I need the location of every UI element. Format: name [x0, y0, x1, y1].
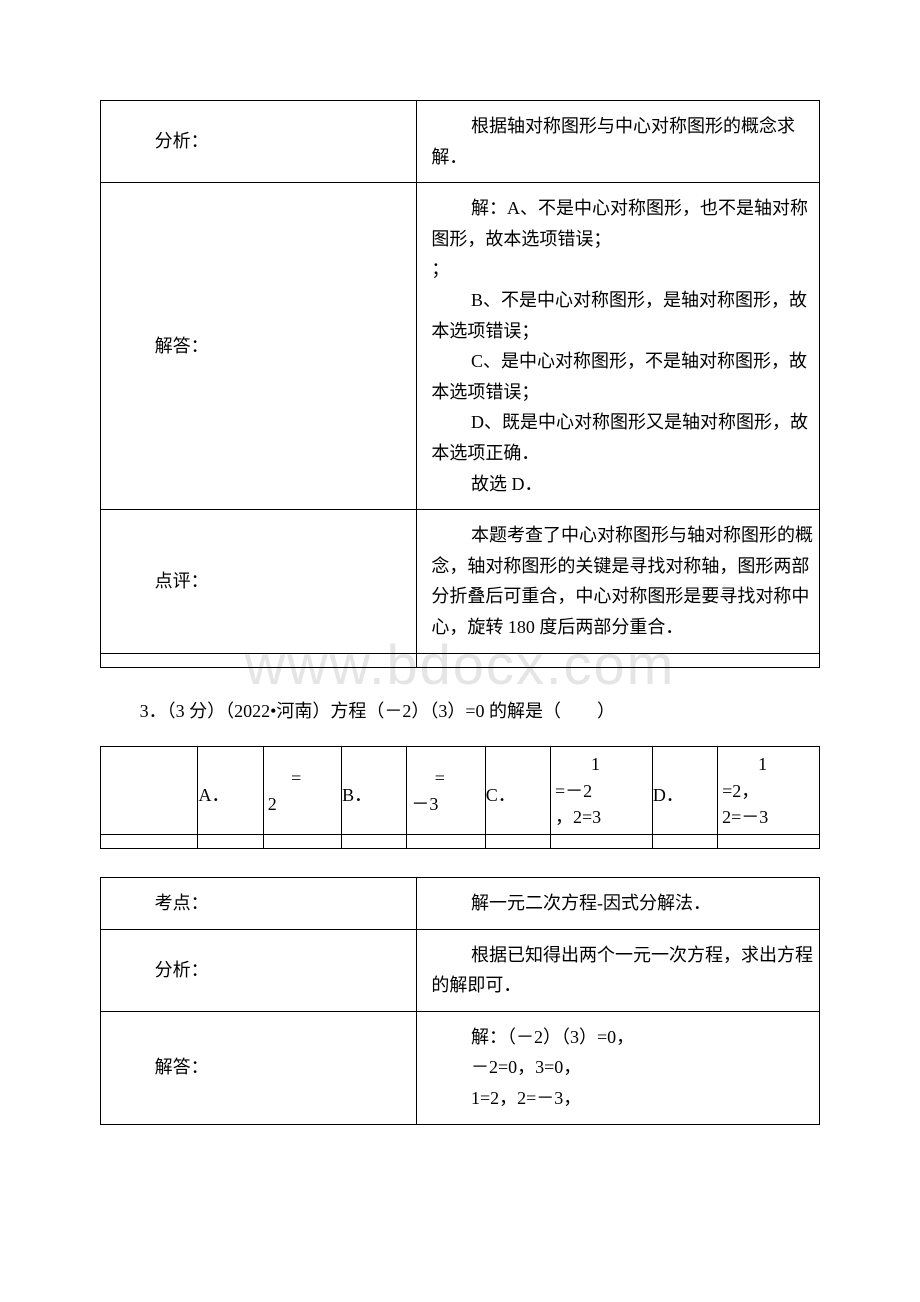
- question-text: 3．（3 分）（2022•河南）方程（－2）（3）=0 的解是（ ）: [100, 696, 820, 727]
- analysis-p0: 根据轴对称图形与中心对称图形的概念求解．: [431, 111, 813, 172]
- review-content: 本题考查了中心对称图形与轴对称图形的概念，轴对称图形的关键是寻找对称轴，图形两部…: [417, 510, 820, 653]
- option-b-letter: B．: [342, 747, 407, 835]
- analysis-content: 根据轴对称图形与中心对称图形的概念求解．: [417, 101, 820, 183]
- option-d-value: 1 =2， 2=－3: [718, 747, 820, 835]
- option-c-letter: C．: [485, 747, 550, 835]
- analysis-label: 分析：: [101, 101, 417, 183]
- option-b-value: = －3: [407, 747, 485, 835]
- answer-p1: B、不是中心对称图形，是轴对称图形，故本选项错误；: [431, 285, 813, 346]
- answer-label: 解答：: [101, 183, 417, 510]
- options-table: A． = 2 B． = －3 C． 1 =－2 ，2=3 D． 1 =2， 2=…: [100, 746, 820, 849]
- table1-spacer: [101, 653, 820, 667]
- options-row: A． = 2 B． = －3 C． 1 =－2 ，2=3 D． 1 =2， 2=…: [101, 747, 820, 835]
- topic-content: 解一元二次方程-因式分解法．: [417, 878, 820, 930]
- options-spacer: [101, 835, 820, 849]
- answer-cont: ；: [431, 254, 813, 285]
- row-analysis: 分析： 根据轴对称图形与中心对称图形的概念求解．: [101, 101, 820, 183]
- row2-answer: 解答： 解：（－2）（3）=0， －2=0，3=0， 1=2，2=－3，: [101, 1011, 820, 1124]
- explanation-table-1: 分析： 根据轴对称图形与中心对称图形的概念求解． 解答： 解：A、不是中心对称图…: [100, 100, 820, 668]
- answer2-p1: －2=0，3=0，: [431, 1052, 813, 1083]
- topic-label: 考点：: [101, 878, 417, 930]
- explanation-table-2: 考点： 解一元二次方程-因式分解法． 分析： 根据已知得出两个一元一次方程，求出…: [100, 877, 820, 1125]
- answer2-p0: 解：（－2）（3）=0，: [431, 1022, 813, 1053]
- analysis2-label: 分析：: [101, 929, 417, 1011]
- analysis2-content: 根据已知得出两个一元一次方程，求出方程的解即可．: [417, 929, 820, 1011]
- answer-p2: C、是中心对称图形，不是轴对称图形，故本选项错误；: [431, 346, 813, 407]
- review-label: 点评：: [101, 510, 417, 653]
- answer2-p2: 1=2，2=－3，: [431, 1083, 813, 1114]
- answer2-label: 解答：: [101, 1011, 417, 1124]
- option-c-value: 1 =－2 ，2=3: [550, 747, 652, 835]
- row-review: 点评： 本题考查了中心对称图形与轴对称图形的概念，轴对称图形的关键是寻找对称轴，…: [101, 510, 820, 653]
- row-answer: 解答： 解：A、不是中心对称图形，也不是轴对称图形，故本选项错误； ； B、不是…: [101, 183, 820, 510]
- topic-p0: 解一元二次方程-因式分解法．: [431, 888, 813, 919]
- option-a-letter: A．: [198, 747, 263, 835]
- option-a-value: = 2: [263, 747, 341, 835]
- analysis2-p0: 根据已知得出两个一元一次方程，求出方程的解即可．: [431, 940, 813, 1001]
- row2-analysis: 分析： 根据已知得出两个一元一次方程，求出方程的解即可．: [101, 929, 820, 1011]
- answer-p4: 故选 D．: [431, 469, 813, 500]
- answer2-content: 解：（－2）（3）=0， －2=0，3=0， 1=2，2=－3，: [417, 1011, 820, 1124]
- answer-p0: 解：A、不是中心对称图形，也不是轴对称图形，故本选项错误；: [431, 193, 813, 254]
- answer-p3: D、既是中心对称图形又是轴对称图形，故本选项正确．: [431, 407, 813, 468]
- answer-content: 解：A、不是中心对称图形，也不是轴对称图形，故本选项错误； ； B、不是中心对称…: [417, 183, 820, 510]
- options-lead-blank: [101, 747, 198, 835]
- row2-topic: 考点： 解一元二次方程-因式分解法．: [101, 878, 820, 930]
- option-d-letter: D．: [652, 747, 717, 835]
- review-p0: 本题考查了中心对称图形与轴对称图形的概念，轴对称图形的关键是寻找对称轴，图形两部…: [431, 520, 813, 642]
